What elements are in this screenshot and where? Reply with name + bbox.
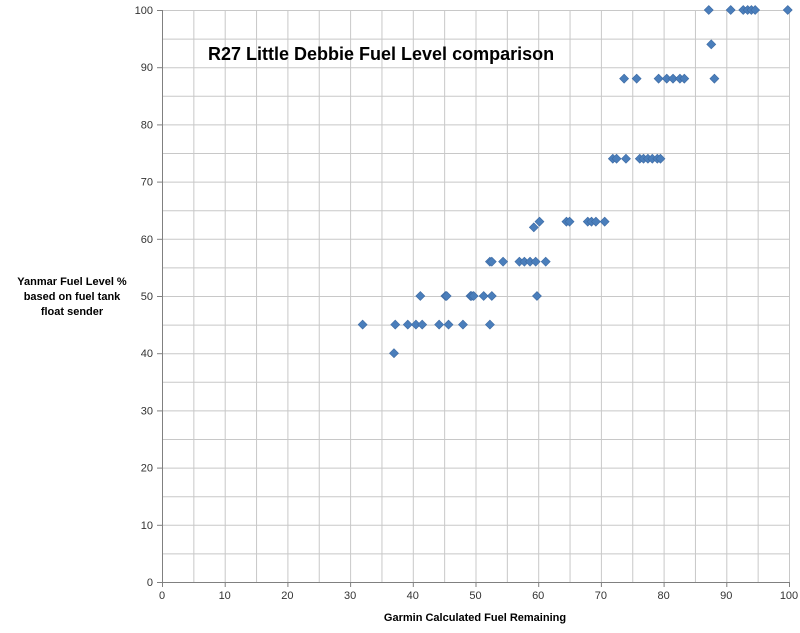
tick-labels: 0 10 20 30 40 50 60 70 80 90 100 0 10 20 30 40 50 60 70 80 9… [135, 5, 799, 602]
data-point [486, 256, 497, 267]
data-point [709, 73, 720, 84]
data-point [389, 348, 399, 359]
y-tick-label: 90 [141, 62, 153, 74]
data-point [679, 73, 690, 84]
data-point [390, 319, 401, 330]
x-tick-label: 0 [159, 590, 165, 602]
y-tick-label: 10 [141, 520, 153, 532]
x-tick-label: 60 [532, 590, 544, 602]
y-tick-label: 50 [141, 291, 153, 303]
x-tick-label: 70 [595, 590, 607, 602]
x-tick-label: 50 [469, 590, 481, 602]
data-point [590, 216, 601, 227]
data-point [417, 319, 428, 330]
chart-title: R27 Little Debbie Fuel Level comparison [208, 44, 554, 64]
data-point [441, 291, 452, 301]
data-point [621, 153, 631, 164]
data-point [532, 291, 542, 301]
data-point [443, 319, 454, 330]
data-point [782, 5, 793, 15]
data-point [619, 73, 630, 84]
x-tick-label: 20 [281, 590, 293, 602]
y-tick-label: 20 [141, 463, 153, 475]
data-point [486, 291, 497, 301]
x-tick-label: 30 [344, 590, 356, 602]
data-point [564, 216, 575, 227]
data-point [534, 216, 545, 227]
data-point [458, 319, 468, 330]
data-point [540, 256, 551, 267]
x-axis-title: Garmin Calculated Fuel Remaining [384, 612, 566, 624]
data-point [528, 222, 539, 233]
x-tick-label: 10 [219, 590, 231, 602]
data-point [530, 256, 541, 267]
y-tick-label: 100 [135, 5, 153, 17]
data-point [434, 319, 445, 330]
data-point [611, 153, 622, 164]
x-tick-label: 90 [720, 590, 732, 602]
y-tick-label: 60 [141, 234, 153, 246]
y-tick-label: 0 [147, 577, 153, 589]
x-tick-label: 100 [780, 590, 798, 602]
y-tick-label: 70 [141, 177, 153, 189]
axes [157, 10, 790, 587]
data-point [468, 291, 479, 301]
data-points [357, 5, 793, 359]
x-tick-label: 80 [657, 590, 669, 602]
data-point [478, 291, 489, 301]
data-point [668, 73, 678, 84]
data-point [703, 5, 714, 15]
y-tick-label: 80 [141, 119, 153, 131]
y-axis-title-line-1: Yanmar Fuel Level % [17, 276, 127, 288]
y-tick-label: 30 [141, 405, 153, 417]
data-point [415, 291, 426, 301]
y-axis-title-line-2: based on fuel tank [24, 291, 121, 303]
data-point [706, 39, 717, 50]
data-point [599, 216, 610, 227]
data-point [357, 319, 368, 330]
data-point [725, 5, 736, 15]
data-point [631, 73, 642, 84]
y-tick-label: 40 [141, 348, 153, 360]
data-point [653, 73, 664, 84]
x-tick-label: 40 [407, 590, 419, 602]
data-point [655, 153, 666, 164]
data-point [750, 5, 761, 15]
data-point [484, 319, 495, 330]
y-axis-title-line-3: float sender [41, 306, 104, 318]
data-point [402, 319, 413, 330]
data-point [498, 256, 509, 267]
